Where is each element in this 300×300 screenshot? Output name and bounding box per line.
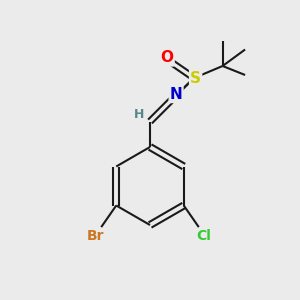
Text: S: S (190, 70, 201, 86)
Text: Br: Br (87, 229, 105, 243)
Text: Cl: Cl (197, 229, 212, 243)
Text: O: O (160, 50, 174, 65)
Text: H: H (134, 108, 144, 122)
Text: N: N (170, 87, 182, 102)
